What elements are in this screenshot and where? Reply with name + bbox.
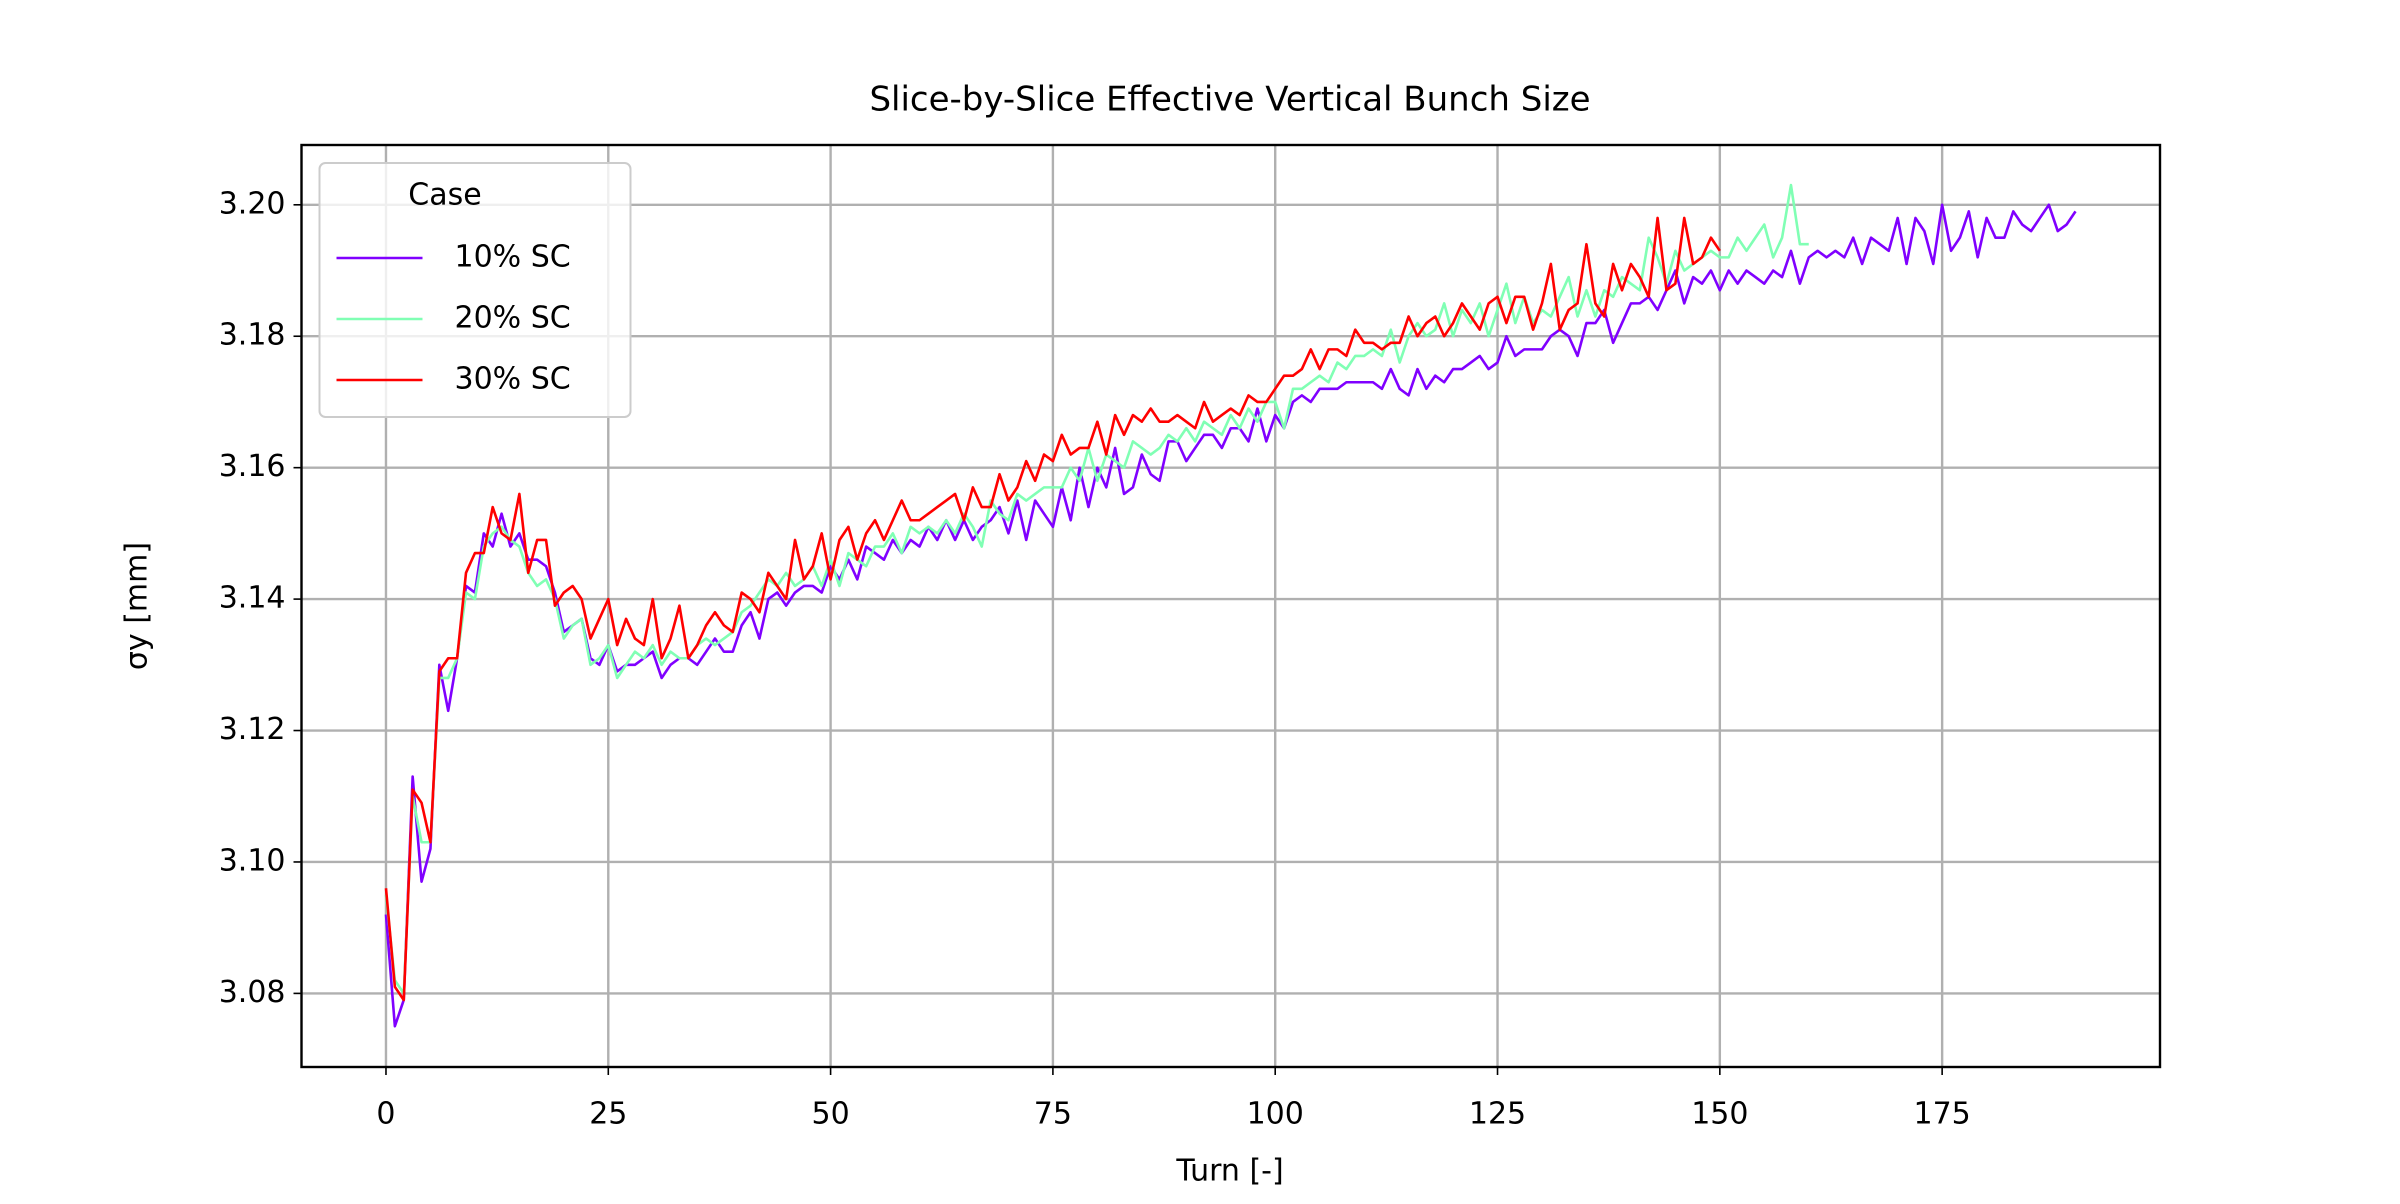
legend-label: 10% SC bbox=[455, 240, 571, 275]
y-tick-label: 3.14 bbox=[219, 581, 286, 616]
legend-label: 30% SC bbox=[455, 362, 571, 397]
x-tick-label: 100 bbox=[1247, 1097, 1304, 1132]
x-tick-label: 175 bbox=[1914, 1097, 1971, 1132]
y-tick-label: 3.08 bbox=[219, 975, 286, 1010]
x-axis-label: Turn [-] bbox=[1175, 1154, 1283, 1189]
series-line bbox=[384, 203, 2077, 1028]
plot-frame bbox=[300, 143, 2162, 1069]
series-line bbox=[384, 216, 1721, 1002]
legend-label: 20% SC bbox=[455, 301, 571, 336]
x-tick-label: 75 bbox=[1034, 1097, 1072, 1132]
x-tick-label: 0 bbox=[376, 1097, 395, 1132]
series-line bbox=[384, 183, 1809, 995]
legend-title: Case bbox=[408, 178, 481, 213]
legend-box bbox=[318, 162, 632, 418]
y-axis-label: σy [mm] bbox=[120, 542, 155, 670]
x-tick-label: 50 bbox=[812, 1097, 850, 1132]
x-tick-label: 150 bbox=[1691, 1097, 1748, 1132]
y-tick-label: 3.10 bbox=[219, 843, 286, 878]
x-tick-label: 125 bbox=[1469, 1097, 1526, 1132]
y-tick-label: 3.20 bbox=[219, 186, 286, 221]
legend: Case 10% SC 20% SC 30% SC bbox=[318, 162, 632, 418]
y-tick-label: 3.16 bbox=[219, 449, 286, 484]
y-tick-label: 3.12 bbox=[219, 712, 286, 747]
x-tick-label: 25 bbox=[589, 1097, 627, 1132]
chart-title: Slice-by-Slice Effective Vertical Bunch … bbox=[869, 80, 1590, 120]
y-tick-label: 3.18 bbox=[219, 318, 286, 353]
